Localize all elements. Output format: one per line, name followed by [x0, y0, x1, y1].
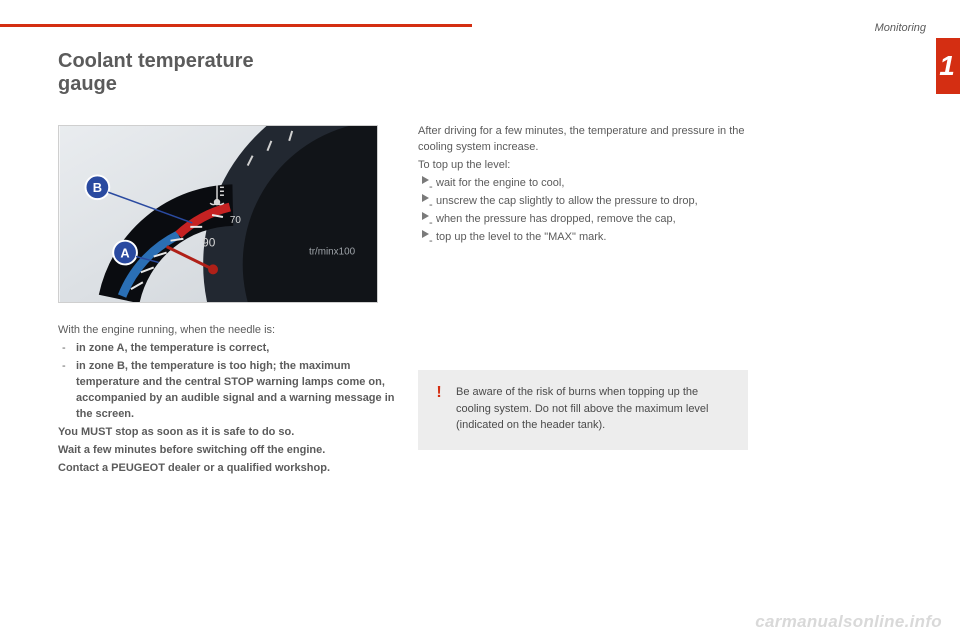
wait-text: Wait a few minutes before switching off …: [58, 443, 398, 459]
chapter-tab: 1: [936, 38, 960, 94]
right-column: After driving for a few minutes, the tem…: [418, 124, 748, 248]
right-para2: To top up the level:: [418, 158, 748, 174]
right-para1: After driving for a few minutes, the tem…: [418, 124, 748, 156]
callout-b-label: B: [93, 180, 102, 195]
gauge-tick-90: 90: [202, 236, 216, 250]
intro-text: With the engine running, when the needle…: [58, 323, 398, 339]
gauge-unit: tr/minx100: [309, 247, 356, 258]
accent-bar: [0, 24, 472, 27]
step-3: when the pressure has dropped, remove th…: [418, 212, 748, 228]
bullet-zone-b: in zone B, the temperature is too high; …: [58, 359, 398, 423]
step-4: top up the level to the "MAX" mark.: [418, 230, 748, 246]
left-body: With the engine running, when the needle…: [58, 323, 398, 476]
step-1: wait for the engine to cool,: [418, 176, 748, 192]
warning-text: Be aware of the risk of burns when toppi…: [456, 386, 709, 431]
page-title: Coolant temperaturegauge: [58, 50, 254, 96]
left-column: 90 70 tr/minx100 B A: [58, 125, 398, 478]
must-stop-text: You MUST stop as soon as it is safe to d…: [58, 425, 398, 441]
callout-a-label: A: [120, 246, 129, 261]
gauge-svg: 90 70 tr/minx100 B A: [59, 126, 377, 302]
footer-watermark: carmanualsonline.info: [755, 612, 942, 632]
step-2: unscrew the cap slightly to allow the pr…: [418, 194, 748, 210]
gauge-tick-70: 70: [230, 215, 241, 226]
section-label: Monitoring: [875, 22, 926, 34]
contact-text: Contact a PEUGEOT dealer or a qualified …: [58, 461, 398, 477]
warning-box: ! Be aware of the risk of burns when top…: [418, 370, 748, 450]
warning-icon: !: [430, 384, 448, 402]
bullet-zone-a: in zone A, the temperature is correct,: [58, 341, 398, 357]
gauge-figure: 90 70 tr/minx100 B A: [58, 125, 378, 303]
